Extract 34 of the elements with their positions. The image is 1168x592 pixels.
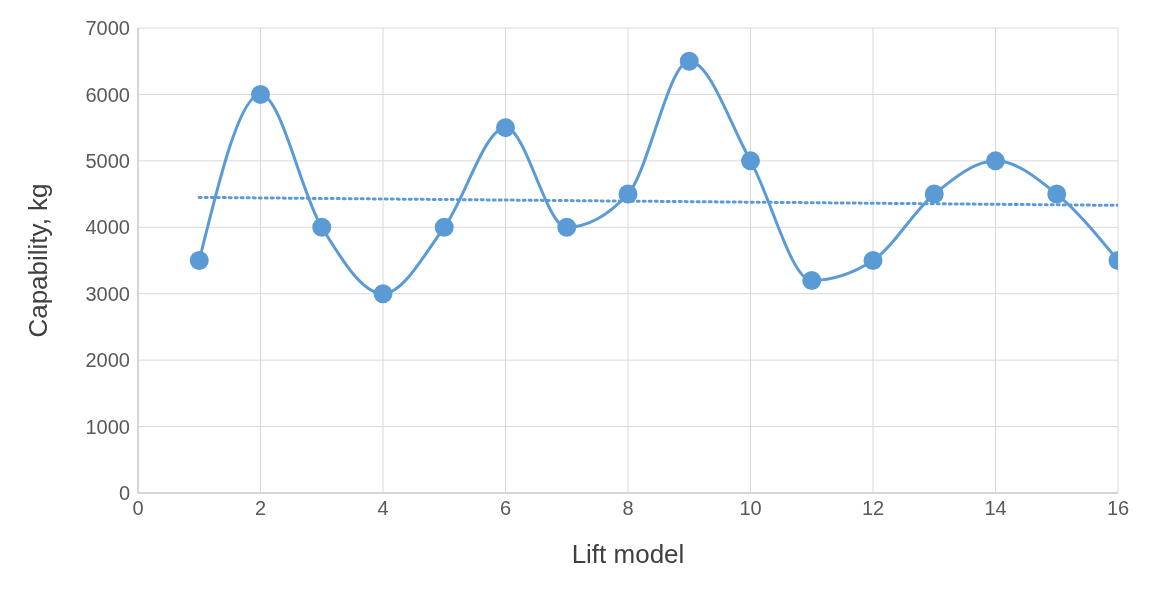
x-tick-label: 8 [622, 497, 634, 520]
x-tick-label: 2 [254, 497, 267, 520]
x-tick-label: 16 [1106, 497, 1130, 520]
y-tick-label: 3000 [85, 282, 130, 305]
y-tick-label: 4000 [85, 216, 130, 239]
point [679, 51, 699, 71]
point [496, 118, 515, 138]
point [251, 84, 270, 104]
point [741, 151, 760, 171]
point [924, 184, 944, 204]
x-axis-title: Lift model [571, 539, 685, 569]
point [557, 217, 577, 237]
point [373, 284, 393, 304]
y-tick-label: 5000 [85, 149, 130, 172]
point [312, 217, 332, 237]
y-tick-label: 0 [118, 482, 130, 505]
x-tick-label: 10 [739, 497, 762, 520]
x-tick-label: 4 [377, 497, 389, 520]
y-axis-title: Capability, kg [23, 183, 54, 338]
y-tick-label: 6000 [85, 83, 130, 106]
point [434, 217, 454, 237]
point [618, 184, 638, 204]
point [802, 270, 822, 290]
point [986, 151, 1005, 171]
point [1047, 184, 1067, 204]
x-tick-label: 14 [984, 497, 1007, 520]
y-tick-label: 1000 [85, 415, 130, 438]
x-tick-label: 0 [132, 497, 144, 520]
x-tick-label: 12 [861, 497, 885, 520]
x-tick-label: 6 [499, 497, 512, 520]
y-tick-label: 7000 [85, 17, 130, 40]
point [189, 251, 209, 270]
y-tick-label: 2000 [85, 349, 130, 372]
point [863, 251, 883, 270]
